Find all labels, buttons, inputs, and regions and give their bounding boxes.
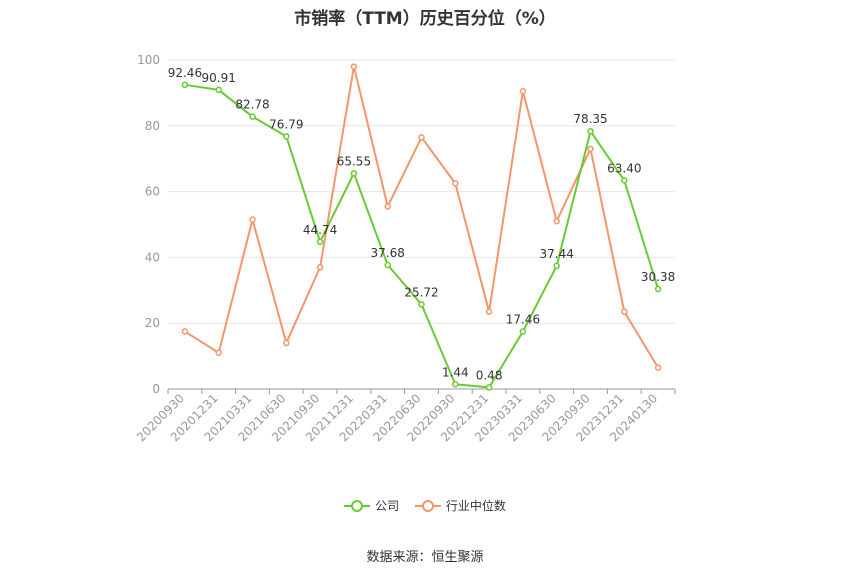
y-tick-label: 100 <box>137 53 160 67</box>
data-label: 0.48 <box>476 368 503 382</box>
data-label: 90.91 <box>202 71 236 85</box>
data-point <box>316 264 324 271</box>
legend-item-company[interactable]: 公司 <box>344 497 399 514</box>
data-label: 37.44 <box>540 247 574 261</box>
data-point <box>249 113 256 120</box>
source-note: 数据来源：恒生聚源 <box>366 550 484 565</box>
data-label: 30.38 <box>641 270 675 284</box>
series-line-0 <box>184 83 660 389</box>
data-label: 44.74 <box>303 223 337 237</box>
chart-title: 市销率（TTM）历史百分位（%） <box>294 9 556 29</box>
data-label: 76.79 <box>269 117 303 131</box>
legend-label-company: 公司 <box>375 499 400 513</box>
data-label: 82.78 <box>235 98 269 112</box>
data-point <box>553 217 560 225</box>
data-point <box>384 203 391 210</box>
grid-lines <box>168 59 675 324</box>
data-label: 1.44 <box>442 365 469 379</box>
data-point <box>215 86 222 94</box>
data-point <box>181 81 189 89</box>
data-point <box>350 170 358 177</box>
data-point <box>485 384 493 391</box>
data-label: 78.35 <box>573 112 607 126</box>
data-point <box>587 127 594 135</box>
data-label: 25.72 <box>404 285 438 299</box>
data-point <box>384 261 391 269</box>
data-point <box>215 349 222 357</box>
data-point <box>316 238 324 246</box>
data-point <box>452 180 459 187</box>
data-point <box>418 134 425 141</box>
y-tick-label: 40 <box>145 250 160 264</box>
data-point <box>452 381 459 388</box>
data-point <box>519 88 527 95</box>
data-label: 37.68 <box>371 246 405 260</box>
data-point <box>587 145 594 153</box>
data-point <box>553 262 560 270</box>
legend: 公司 行业中位数 <box>0 497 850 516</box>
data-point <box>654 364 662 371</box>
series-lines <box>181 63 662 391</box>
data-point <box>485 308 493 315</box>
data-point <box>621 308 628 315</box>
data-label: 63.40 <box>607 161 641 175</box>
legend-swatch-company <box>344 499 371 513</box>
data-label: 17.46 <box>506 313 540 327</box>
data-label: 92.46 <box>168 66 202 80</box>
data-point <box>283 339 290 347</box>
y-tick-label: 60 <box>145 185 160 199</box>
data-point <box>519 328 527 335</box>
y-tick-label: 20 <box>145 316 160 330</box>
legend-item-industry-median[interactable]: 行业中位数 <box>414 497 506 514</box>
legend-label-industry-median: 行业中位数 <box>445 499 506 513</box>
data-point <box>350 63 358 70</box>
data-point <box>418 301 425 308</box>
data-point <box>283 133 290 140</box>
data-point <box>654 285 662 293</box>
data-label: 65.55 <box>337 154 371 168</box>
y-tick-label: 80 <box>145 119 160 133</box>
data-point <box>181 328 189 335</box>
data-point <box>249 216 256 223</box>
legend-swatch-industry-median <box>414 499 441 513</box>
data-point <box>621 177 628 184</box>
y-tick-label: 0 <box>152 382 160 396</box>
